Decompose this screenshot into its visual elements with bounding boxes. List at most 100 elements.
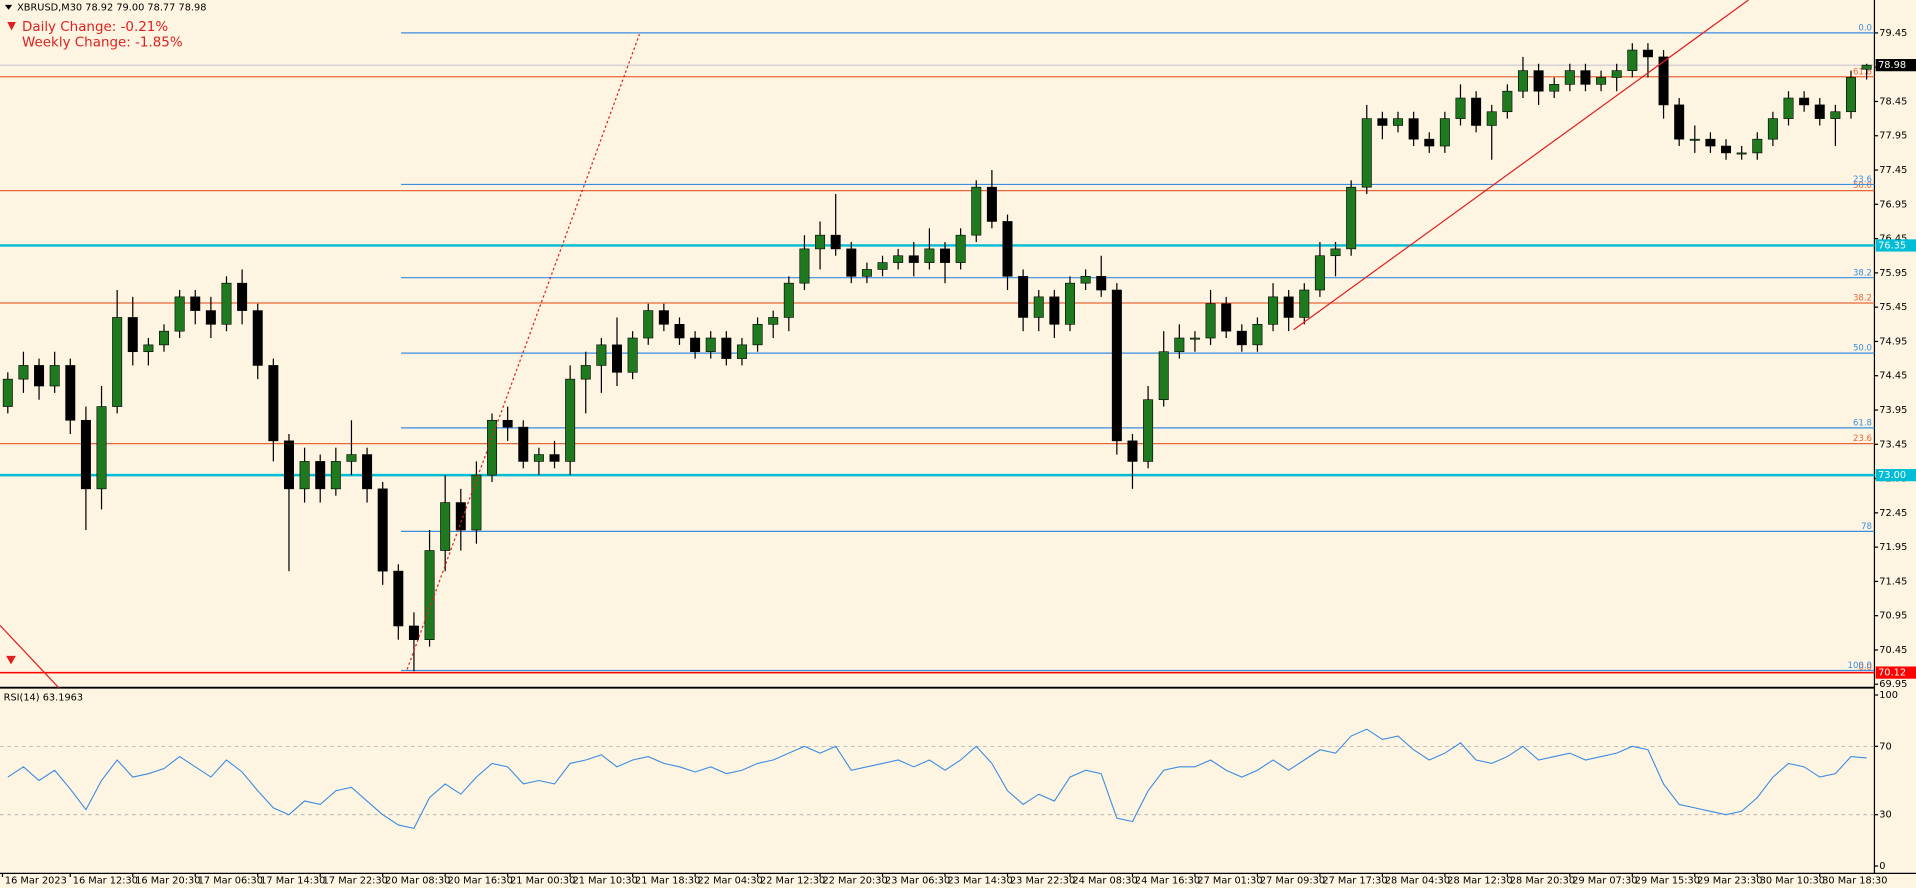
price-label-box (1875, 469, 1916, 482)
rsi-y-tick-label: 100 (1879, 690, 1898, 701)
candle-body (1861, 64, 1872, 70)
candle-body (127, 317, 138, 353)
y-tick-label: 70.95 (1879, 611, 1907, 622)
fibo-label: 38.2 (1853, 268, 1872, 278)
candle-body (34, 365, 45, 387)
candle-body (1002, 221, 1013, 277)
candle-body (1143, 399, 1154, 462)
candle-body (736, 344, 747, 359)
candle-body (799, 248, 810, 284)
candle-body (1642, 49, 1653, 58)
x-tick-label: 16 Mar 20:30 (135, 876, 200, 887)
y-tick-label: 71.45 (1879, 576, 1907, 587)
x-tick-label: 20 Mar 16:30 (448, 876, 513, 887)
candle-body (627, 337, 638, 373)
candle-body (971, 186, 982, 236)
candle-body (1580, 70, 1591, 85)
candle-body (440, 502, 451, 551)
candle-body (330, 461, 341, 490)
candle-body (1674, 104, 1685, 140)
daily-change: Daily Change: -0.21% (22, 20, 168, 35)
candle-body (18, 365, 29, 380)
x-tick-label: 29 Mar 07:30 (1572, 876, 1637, 887)
candle-body (705, 337, 716, 353)
arrow-marker (6, 655, 16, 665)
candle-body (1221, 303, 1232, 332)
candle-body (1283, 296, 1294, 318)
candle-body (1689, 138, 1700, 141)
candle-body (346, 454, 357, 462)
candle-body (408, 625, 419, 640)
candle-body (1314, 255, 1325, 291)
candle-body (830, 234, 841, 250)
price-label-box (1875, 666, 1916, 679)
candle-body (1377, 118, 1388, 126)
candle-body (1299, 289, 1310, 318)
candle-body (596, 344, 607, 366)
weekly-change: Weekly Change: -1.85% (22, 36, 183, 51)
candle-body (580, 365, 591, 380)
candle-body (1658, 56, 1669, 106)
candle-body (1189, 337, 1200, 340)
candle-body (471, 474, 482, 531)
candle-body (940, 248, 951, 263)
candle-body (1611, 70, 1622, 78)
candle-body (1018, 276, 1029, 318)
trend-line (0, 624, 60, 689)
fibo-label: 38.2 (1853, 294, 1872, 304)
candle-body (908, 255, 919, 263)
candle-body (112, 317, 123, 407)
price-label-box (1875, 59, 1916, 72)
x-tick-label: 22 Mar 20:30 (823, 876, 888, 887)
candle-body (783, 282, 794, 318)
x-tick-label: 27 Mar 01:30 (1197, 876, 1262, 887)
candle-body (658, 310, 669, 325)
candle-body (1158, 351, 1169, 401)
trend-line (1293, 0, 1749, 331)
candle-body (1721, 145, 1732, 154)
menu-icon (4, 4, 13, 10)
y-tick-label: 76.45 (1879, 234, 1907, 245)
fibo-label: 0.0 (1858, 663, 1872, 673)
fibo-label: 61.8 (1853, 67, 1872, 77)
x-tick-label: 23 Mar 06:30 (885, 876, 950, 887)
y-tick-label: 73.45 (1879, 439, 1907, 450)
y-tick-label: 78.45 (1879, 96, 1907, 107)
candle-body (1502, 90, 1513, 113)
candle-body (533, 454, 544, 462)
candle-body (1111, 289, 1122, 442)
candle-body (1455, 97, 1466, 119)
y-tick-label: 77.95 (1879, 131, 1907, 142)
x-tick-label: 16 Mar 12:30 (73, 876, 138, 887)
candle-body (283, 440, 294, 490)
candle-body (315, 461, 326, 490)
candle-body (1752, 138, 1763, 154)
ray-line (406, 33, 641, 670)
candle-body (2, 378, 13, 407)
candle-body (768, 317, 779, 325)
fibo-label: 50.0 (1853, 181, 1872, 191)
y-tick-label: 72.45 (1879, 508, 1907, 519)
x-tick-label: 17 Mar 06:30 (198, 876, 263, 887)
x-tick-label: 23 Mar 14:30 (947, 876, 1012, 887)
x-tick-label: 16 Mar 2023 (5, 876, 67, 887)
candle-body (846, 248, 857, 277)
x-tick-label: 21 Mar 00:30 (510, 876, 575, 887)
x-tick-label: 30 Mar 10:30 (1760, 876, 1825, 887)
x-tick-label: 20 Mar 08:30 (385, 876, 450, 887)
y-tick-label: 74.45 (1879, 371, 1907, 382)
fibo-label: 61.8 (1853, 418, 1872, 428)
candle-body (518, 426, 529, 462)
symbol-header: XBRUSD,M30 78.92 79.00 78.77 78.98 (17, 2, 206, 13)
candle-body (455, 502, 466, 531)
candle-body (237, 282, 248, 311)
candle-body (721, 337, 732, 359)
candle-body (643, 310, 654, 339)
candle-body (96, 406, 107, 490)
candle-body (65, 365, 76, 421)
candle-body (299, 461, 310, 490)
candle-body (1471, 97, 1482, 126)
x-tick-label: 30 Mar 18:30 (1822, 876, 1887, 887)
